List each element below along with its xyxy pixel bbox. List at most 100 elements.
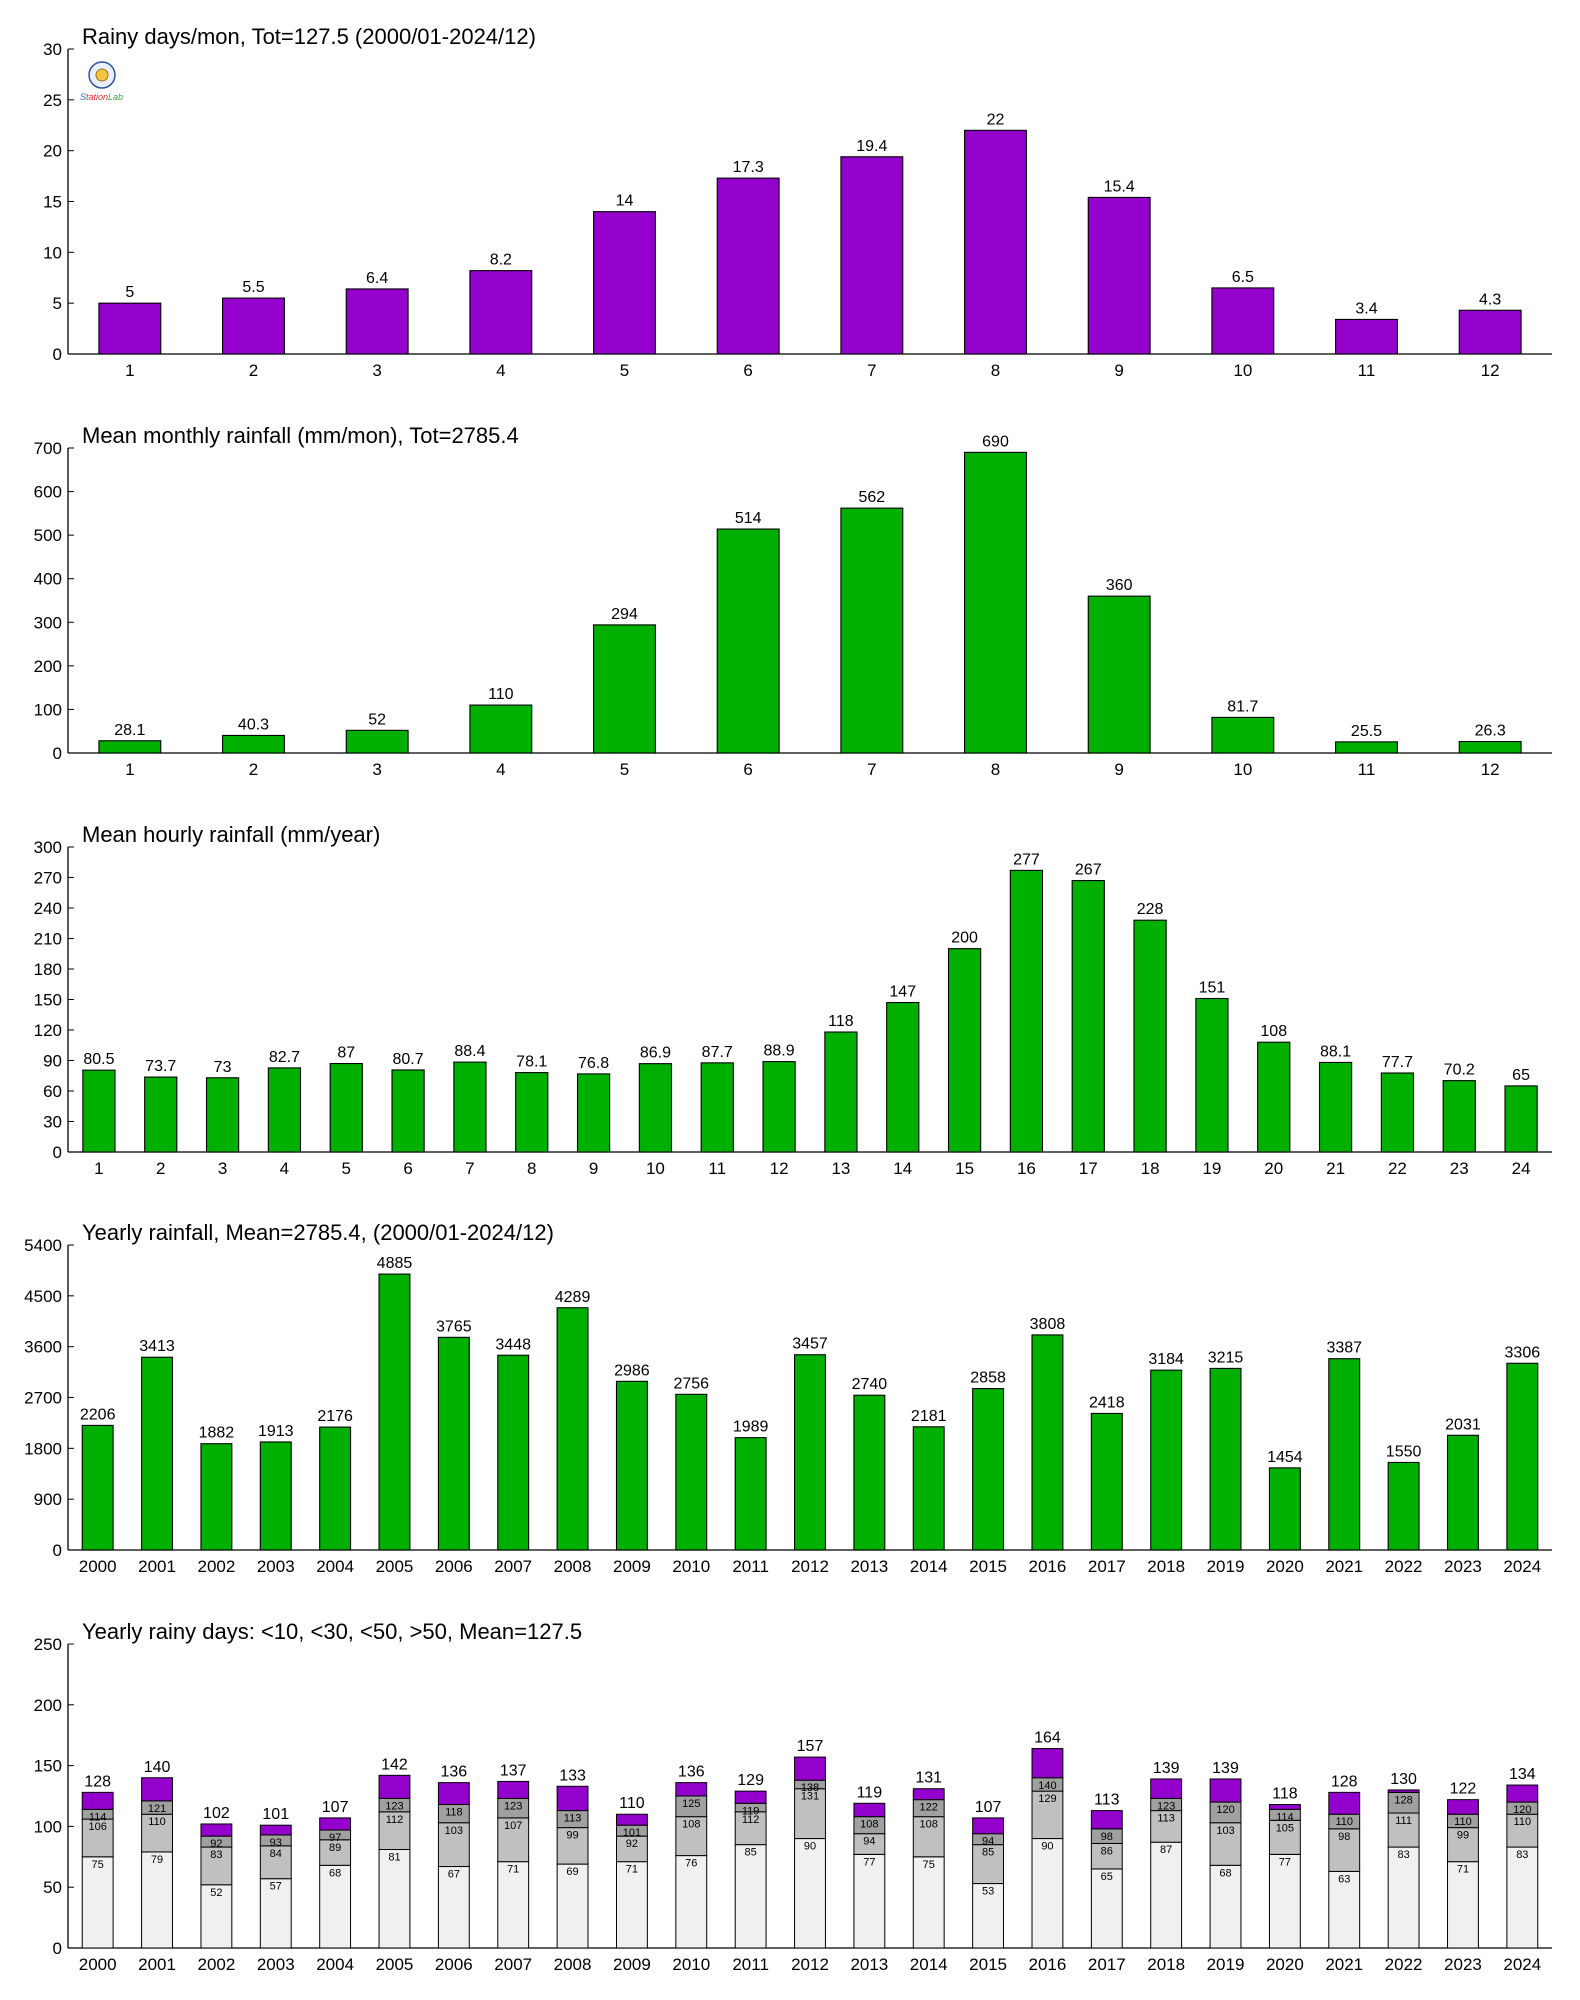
x-tick-label: 10: [1233, 760, 1252, 779]
bar-segment-lt30: [259, 1845, 292, 1880]
bar: [469, 704, 533, 754]
x-tick-label: 2015: [969, 1557, 1007, 1576]
bar: [1442, 1080, 1476, 1153]
bar-total-label: 113: [1094, 1792, 1120, 1809]
segment-value-label: 112: [386, 1814, 404, 1826]
bar-value-label: 78.1: [516, 1054, 547, 1071]
y-tick-label: 150: [34, 1757, 62, 1776]
segment-value-label: 101: [623, 1827, 641, 1839]
x-tick-label: 2020: [1266, 1557, 1304, 1576]
bar-segment-lt30: [912, 1816, 945, 1858]
bar: [1318, 1061, 1353, 1153]
y-tick-label: 100: [34, 700, 62, 719]
bar-value-label: 3.4: [1355, 300, 1377, 317]
x-tick-label: 2017: [1088, 1955, 1126, 1974]
bar-value-label: 86.9: [640, 1045, 671, 1062]
bar-value-label: 14: [616, 193, 634, 210]
bar: [1380, 1072, 1415, 1153]
x-tick-label: 8: [991, 760, 1000, 779]
bar: [222, 297, 285, 355]
bar-segment-gt50: [1328, 1791, 1361, 1815]
segment-value-label: 94: [982, 1836, 994, 1848]
bar-total-label: 118: [1272, 1786, 1298, 1803]
bar-segment-lt10: [319, 1864, 352, 1949]
x-tick-label: 23: [1450, 1159, 1469, 1178]
bar-value-label: 2740: [852, 1376, 888, 1393]
bar: [515, 1072, 549, 1153]
bar-value-label: 2206: [80, 1406, 116, 1423]
x-tick-label: 8: [527, 1159, 536, 1178]
x-tick-label: 17: [1079, 1159, 1098, 1178]
bar-total-label: 164: [1034, 1730, 1061, 1747]
y-tick-label: 2700: [24, 1389, 62, 1408]
bar: [329, 1063, 363, 1153]
x-tick-label: 6: [743, 760, 752, 779]
bar: [1031, 1334, 1064, 1551]
y-tick-label: 900: [34, 1490, 62, 1509]
bar-value-label: 267: [1075, 862, 1102, 879]
bar-value-label: 6.4: [366, 270, 388, 287]
bar-segment-gt50: [497, 1780, 530, 1799]
segment-value-label: 68: [329, 1867, 341, 1879]
y-tick-label: 5400: [24, 1236, 62, 1255]
bar: [794, 1354, 826, 1551]
bar: [1458, 740, 1522, 754]
bar-value-label: 4.3: [1479, 291, 1501, 308]
bar: [716, 528, 780, 754]
bar-segment-gt50: [141, 1777, 173, 1802]
bar-segment-lt10: [81, 1856, 114, 1949]
bar-value-label: 690: [982, 433, 1009, 450]
y-tick-label: 0: [53, 744, 62, 763]
y-tick-label: 500: [34, 526, 62, 545]
x-tick-label: 11: [1358, 361, 1376, 380]
segment-value-label: 53: [982, 1886, 994, 1898]
bar-segment-lt10: [1031, 1838, 1064, 1949]
bar-value-label: 77.7: [1382, 1054, 1413, 1071]
bar-segment-gt50: [259, 1824, 292, 1836]
y-tick-label: 30: [43, 1113, 62, 1132]
bar-segment-lt10: [675, 1855, 708, 1949]
x-tick-label: 4: [496, 760, 505, 779]
bar-value-label: 81.7: [1227, 698, 1258, 715]
segment-value-label: 123: [385, 1800, 403, 1812]
bar-value-label: 2176: [317, 1408, 353, 1425]
x-tick-label: 12: [1481, 361, 1500, 380]
x-tick-label: 2021: [1325, 1955, 1363, 1974]
bar-total-label: 101: [262, 1806, 289, 1823]
bar: [593, 211, 656, 355]
bar-value-label: 1989: [733, 1419, 769, 1436]
bar-segment-gt50: [378, 1774, 411, 1799]
chart-title: Mean hourly rainfall (mm/year): [82, 822, 380, 847]
segment-value-label: 99: [1457, 1830, 1469, 1842]
x-tick-label: 2003: [257, 1955, 295, 1974]
segment-value-label: 123: [504, 1800, 522, 1812]
y-tick-label: 240: [34, 899, 62, 918]
x-tick-label: 2000: [79, 1955, 117, 1974]
bar-value-label: 88.9: [764, 1043, 795, 1060]
bar-segment-lt10: [734, 1844, 767, 1949]
bar: [556, 1307, 589, 1551]
y-tick-label: 120: [34, 1021, 62, 1040]
bar-value-label: 1454: [1267, 1449, 1303, 1466]
bar-total-label: 129: [737, 1772, 764, 1789]
bar: [716, 177, 780, 355]
x-tick-label: 2004: [316, 1955, 354, 1974]
bar: [947, 948, 982, 1153]
segment-value-label: 112: [742, 1814, 760, 1826]
chart-title: Yearly rainy days: <10, <30, <50, >50, M…: [82, 1619, 582, 1644]
segment-value-label: 110: [1454, 1816, 1472, 1828]
logo-emblem-inner: [95, 68, 109, 82]
y-tick-label: 270: [34, 869, 62, 888]
bar-total-label: 102: [203, 1805, 230, 1822]
bar: [1071, 879, 1105, 1153]
bar-total-label: 139: [1153, 1760, 1180, 1777]
x-tick-label: 1: [94, 1159, 103, 1178]
segment-value-label: 108: [920, 1819, 938, 1831]
y-tick-label: 1800: [24, 1439, 62, 1458]
bar-value-label: 76.8: [578, 1055, 609, 1072]
x-tick-label: 2002: [197, 1955, 235, 1974]
y-tick-label: 180: [34, 960, 62, 979]
x-tick-label: 18: [1141, 1159, 1160, 1178]
bar: [1506, 1362, 1539, 1551]
x-tick-label: 2011: [732, 1557, 769, 1576]
